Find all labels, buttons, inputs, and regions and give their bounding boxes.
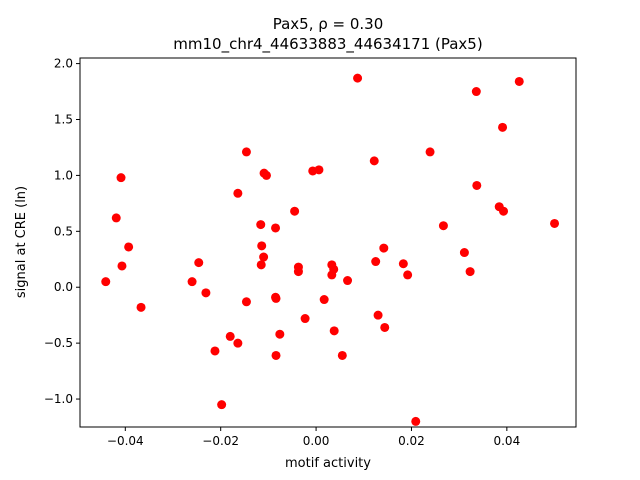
data-point (425, 147, 435, 157)
data-point (275, 329, 285, 339)
data-point (116, 173, 126, 183)
data-point (241, 147, 251, 157)
x-axis-ticks: −0.04 −0.02 0.00 0.02 0.04 (107, 427, 520, 448)
x-tick-label: 0.02 (398, 434, 425, 448)
x-tick-label: 0.00 (303, 434, 330, 448)
data-point (380, 322, 390, 332)
data-point (398, 259, 408, 269)
data-point (459, 248, 469, 258)
data-point (241, 297, 251, 307)
data-point (371, 257, 381, 267)
data-point (343, 276, 353, 286)
data-point (471, 87, 481, 97)
data-point (499, 206, 509, 216)
data-point (369, 156, 379, 166)
data-point (194, 258, 204, 268)
data-point (472, 180, 482, 190)
y-tick-label: 0.0 (54, 280, 73, 294)
data-point (259, 252, 269, 262)
data-point (257, 241, 267, 251)
data-point (293, 267, 303, 277)
data-point (498, 122, 508, 132)
data-point (379, 243, 389, 253)
data-point (217, 400, 227, 410)
data-point (290, 206, 300, 216)
data-point (353, 73, 363, 83)
y-tick-label: −0.5 (44, 336, 73, 350)
data-point (329, 326, 339, 336)
y-tick-label: 1.0 (54, 168, 73, 182)
y-tick-label: 1.5 (54, 113, 73, 127)
data-point (256, 220, 266, 230)
data-point (124, 242, 134, 252)
data-point (271, 350, 281, 360)
data-point (233, 188, 243, 198)
y-axis-label: signal at CRE (ln) (14, 186, 29, 298)
x-tick-label: −0.04 (107, 434, 144, 448)
x-tick-label: −0.02 (202, 434, 239, 448)
data-point (210, 346, 220, 356)
data-point (117, 261, 127, 271)
y-axis-ticks: −1.0 −0.5 0.0 0.5 1.0 1.5 2.0 (44, 57, 80, 406)
data-point (136, 302, 146, 312)
data-point (225, 331, 235, 341)
data-point (201, 288, 211, 298)
y-tick-label: −1.0 (44, 392, 73, 406)
points-layer (101, 73, 560, 426)
x-axis-label: motif activity (285, 456, 371, 471)
data-point (329, 264, 339, 274)
data-point (111, 213, 121, 223)
data-point (319, 295, 329, 305)
data-point (373, 310, 383, 320)
chart-title-line2: mm10_chr4_44633883_44634171 (Pax5) (173, 35, 482, 54)
x-tick-label: 0.04 (493, 434, 520, 448)
data-point (314, 165, 324, 175)
plot-frame (79, 57, 577, 428)
data-point (550, 218, 560, 228)
data-point (233, 338, 243, 348)
y-tick-label: 2.0 (54, 57, 73, 71)
data-point (411, 416, 421, 426)
data-point (271, 293, 281, 303)
data-point (187, 277, 197, 287)
y-tick-label: 0.5 (54, 224, 73, 238)
data-point (438, 221, 448, 231)
data-point (300, 314, 310, 324)
data-point (256, 260, 266, 270)
data-point (337, 350, 347, 360)
data-point (261, 170, 271, 180)
data-point (101, 277, 111, 287)
data-point (514, 76, 524, 86)
chart-title-line1: Pax5, ρ = 0.30 (273, 15, 384, 33)
data-point (403, 270, 413, 280)
data-point (271, 223, 281, 233)
data-point (465, 267, 475, 277)
